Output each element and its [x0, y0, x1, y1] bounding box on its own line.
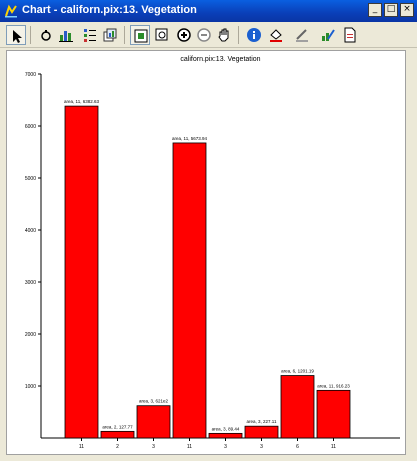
- window-title: Chart - californ.pix:13. Vegetation: [22, 4, 197, 16]
- identify-info-icon[interactable]: [244, 25, 264, 45]
- data-label: area, 11, 916.23: [317, 383, 350, 388]
- bar: [172, 142, 207, 439]
- x-tick-label: 3: [224, 444, 227, 450]
- data-label: area, 11, 5673.94: [172, 136, 207, 141]
- chart-toolbar: [0, 22, 417, 48]
- copy-chart-icon[interactable]: [100, 25, 120, 45]
- data-label: area, 2, 127.77: [102, 424, 133, 429]
- chart-title: californ.pix:13. Vegetation: [180, 56, 260, 63]
- line-color-icon[interactable]: [292, 25, 312, 45]
- full-extent-icon[interactable]: [130, 25, 150, 45]
- y-tick-label: 2000: [25, 332, 36, 338]
- chart-app-icon: [4, 4, 18, 18]
- zoom-in-icon[interactable]: [174, 25, 194, 45]
- data-label: area, 11, 6382.63: [64, 99, 99, 104]
- fill-color-icon[interactable]: [266, 25, 286, 45]
- x-tick-label: 11: [331, 444, 336, 450]
- x-tick-label: 11: [187, 444, 192, 450]
- zoom-box-icon[interactable]: [152, 25, 172, 45]
- bar: [136, 405, 171, 439]
- bar-chart: californ.pix:13. Vegetation 1000 2000 3000 4…: [25, 56, 400, 450]
- bar: [64, 105, 99, 439]
- data-label: area, 3, 89.44: [212, 426, 240, 431]
- data-label: area, 6, 1201.19: [281, 369, 314, 374]
- x-tick-label: 2: [116, 444, 119, 450]
- legend-icon[interactable]: [80, 25, 100, 45]
- pan-hand-icon[interactable]: [214, 25, 234, 45]
- export-document-icon[interactable]: [340, 25, 360, 45]
- bar: [244, 425, 279, 439]
- zoom-out-icon[interactable]: [194, 25, 214, 45]
- bar-chart-type-icon[interactable]: [56, 25, 76, 45]
- y-tick-label: 4000: [25, 228, 36, 234]
- x-tick-label: 11: [79, 444, 84, 450]
- x-tick-label: 6: [296, 444, 299, 450]
- x-tick-label: 3: [152, 444, 155, 450]
- bar: [316, 389, 351, 439]
- maximize-button[interactable]: □: [384, 3, 398, 17]
- data-label: area, 3, 227.11: [247, 419, 277, 424]
- bar: [100, 430, 135, 439]
- y-tick-label: 5000: [25, 176, 36, 182]
- minimize-button[interactable]: _: [368, 3, 382, 17]
- bar: [280, 375, 315, 439]
- anchor-icon[interactable]: [36, 25, 56, 45]
- close-button[interactable]: ×: [400, 3, 414, 17]
- chart-plot-panel[interactable]: californ.pix:13. Vegetation 1000 2000 3000 4…: [6, 50, 406, 455]
- x-tick-label: 3: [260, 444, 263, 450]
- y-tick-label: 6000: [25, 124, 36, 130]
- select-arrow-icon[interactable]: [6, 25, 26, 45]
- y-tick-label: 1000: [25, 384, 36, 390]
- y-tick-label: 3000: [25, 280, 36, 286]
- y-tick-label: 7000: [25, 72, 36, 78]
- bar: [208, 432, 243, 439]
- data-label: area, 3, 621e2: [139, 399, 169, 404]
- chart-properties-icon[interactable]: [318, 25, 338, 45]
- title-bar[interactable]: Chart - californ.pix:13. Vegetation _ □ …: [0, 0, 417, 22]
